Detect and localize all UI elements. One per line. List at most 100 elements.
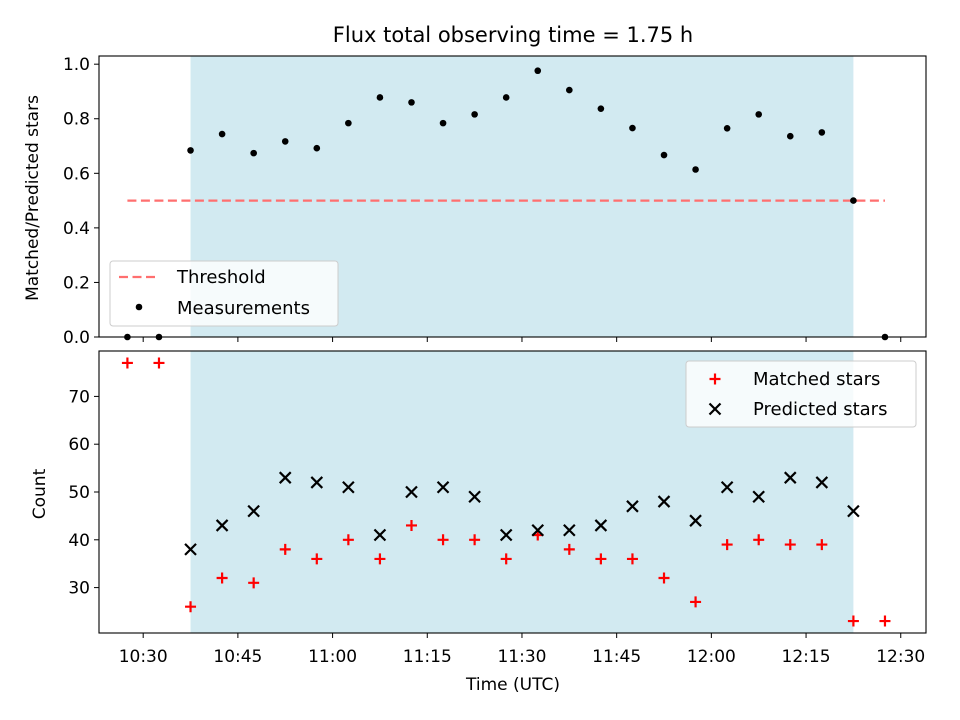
x-tick-label: 12:00 [687,647,736,667]
x-tick-label: 10:30 [119,647,168,667]
x-tick-label: 12:15 [782,647,831,667]
matched-star-point [626,553,638,565]
matched-star-point [816,539,828,551]
top-y-tick-label: 0.0 [63,328,90,348]
measurement-point [471,111,478,118]
predicted-star-point [815,476,829,489]
predicted-star-point [752,490,765,504]
predicted-star-point [847,504,860,518]
bottom-legend: Matched stars Predicted stars [685,360,917,428]
measurement-point [534,67,542,75]
predicted-star-point [342,480,355,494]
predicted-star-point [247,504,260,518]
matched-star-point [185,601,197,613]
top-y-tick-label: 1.0 [63,55,90,75]
predicted-star-point [499,528,513,542]
legend-predicted-swatch [708,402,722,416]
predicted-star-point [720,480,734,494]
matched-star-point [879,615,891,627]
top-plot-frame [98,55,927,338]
legend-matched-swatch [709,373,721,385]
measurement-point [566,86,573,94]
matched-star-point [595,553,607,565]
predicted-star-point [594,519,608,532]
x-tick-label: 12:30 [876,647,925,667]
top-panel: 0.0 0.2 0.4 0.6 0.8 1.0 Threshold Measurements [63,55,927,348]
matched-star-point [279,543,291,555]
measurement-point [376,94,384,101]
top-legend: Threshold Measurements [109,260,339,327]
bottom-panel: 30 40 50 60 70 10:30 10:45 11:00 11:15 11:30 11:45… [68,350,927,667]
matched-star-point [216,572,228,584]
matched-star-point [784,539,796,551]
measurement-point [187,147,194,154]
predicted-star-point [531,523,545,537]
predicted-star-point [215,519,229,532]
top-legend-box [109,260,339,327]
x-axis-label: Time (UTC) [465,675,560,695]
matched-star-point [248,577,260,589]
measurement-point [218,130,226,138]
x-tick-label: 11:45 [592,647,641,667]
measurement-point [755,111,763,118]
measurement-point [408,99,415,106]
measurement-point [281,138,289,145]
bottom-plot-frame [98,350,927,634]
measurement-point [502,94,510,101]
matched-star-point [311,553,323,565]
x-tick-label: 11:30 [497,647,546,667]
bottom-y-tick-label: 50 [68,483,90,503]
legend-measurements-swatch [135,303,143,311]
predicted-star-point [278,471,292,484]
measurement-point [660,151,668,159]
matched-star-point [121,357,133,369]
measurement-point [850,197,857,204]
bottom-legend-box [685,360,917,428]
measurement-point [597,105,605,112]
chart-title: Flux total observing time = 1.75 h [333,23,693,47]
legend-predicted-label: Predicted stars [753,399,887,420]
legend-measurements-label: Measurements [177,298,310,319]
matched-star-point [153,357,165,369]
top-y-tick-label: 0.6 [63,164,90,184]
matched-star-point [405,519,417,531]
bottom-y-tick-label: 70 [68,387,90,407]
measurement-point [818,129,826,136]
matched-star-point [563,543,575,555]
predicted-star-point [468,490,481,504]
matched-star-point [500,553,512,565]
predicted-star-point [436,480,450,494]
x-tick-label: 11:15 [403,647,452,667]
matched-star-point [721,539,733,551]
matched-star-point [469,534,481,546]
matched-star-point [437,534,449,546]
predicted-star-point [626,500,639,513]
top-y-tick-label: 0.8 [63,110,90,130]
matched-star-point [342,534,354,546]
top-y-tick-label: 0.2 [63,273,90,293]
matched-star-point [847,615,859,627]
measurement-point [439,119,447,127]
legend-threshold-label: Threshold [176,267,266,288]
top-y-tick-label: 0.4 [63,219,90,239]
predicted-star-point [657,495,671,508]
bottom-y-tick-label: 30 [68,579,90,599]
bottom-y-axis-label: Count [30,468,50,519]
x-tick-label: 11:00 [308,647,357,667]
measurement-point [629,124,636,132]
matched-star-point [658,572,670,584]
measurement-point [345,119,352,127]
bottom-y-tick-label: 40 [68,531,90,551]
top-y-axis-label: Matched/Predicted stars [23,95,43,301]
predicted-star-point [689,514,702,527]
measurement-point [250,149,257,157]
predicted-star-point [310,476,324,489]
predicted-star-point [783,471,797,484]
bottom-y-tick-label: 60 [68,435,90,455]
measurement-point [786,132,794,140]
predicted-star-point [373,528,387,542]
matched-star-point [690,596,702,608]
measurement-point [692,166,699,173]
predicted-star-point [184,543,197,556]
